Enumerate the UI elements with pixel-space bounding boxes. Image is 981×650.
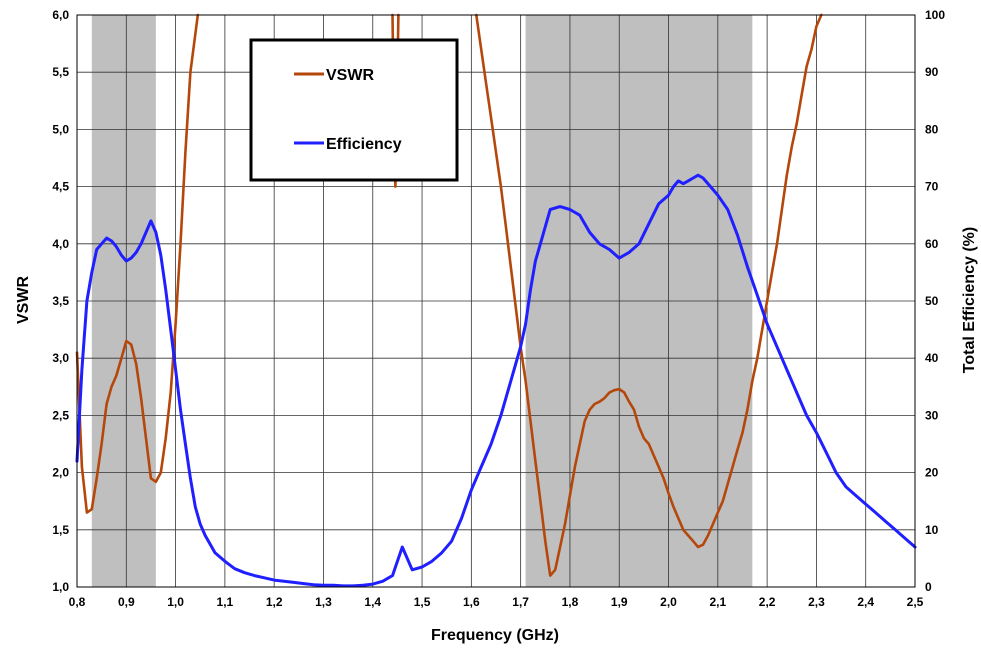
series-line-efficiency-3 xyxy=(75,173,917,588)
y-right-tick-label: 100 xyxy=(925,8,945,22)
y-left-tick-label: 5,0 xyxy=(52,122,69,136)
x-tick-label: 1,2 xyxy=(266,595,283,609)
plot-frame xyxy=(76,14,916,588)
y-right-tick-label: 50 xyxy=(925,294,939,308)
y-right-tick-label: 10 xyxy=(925,523,939,537)
x-axis-title: Frequency (GHz) xyxy=(431,627,559,644)
legend-efficiency-label: Efficiency xyxy=(326,136,402,153)
y-left-tick-label: 5,5 xyxy=(52,65,69,79)
x-tick-label: 0,8 xyxy=(69,595,86,609)
y-left-tick-labels: 1,0 1,5 2,0 2,5 3,0 3,5 4,0 4,5 5,0 5,5 6,0 xyxy=(52,8,69,594)
x-tick-label: 1,0 xyxy=(167,595,184,609)
series-line-vswr-0 xyxy=(75,13,200,514)
y-left-tick-label: 3,5 xyxy=(52,294,69,308)
y-left-axis-title: VSWR xyxy=(15,276,32,324)
y-left-tick-label: 3,0 xyxy=(52,351,69,365)
series-line-vswr-2 xyxy=(474,13,823,577)
legend-box xyxy=(249,38,459,182)
x-tick-labels: 0,8 0,9 1,0 1,1 1,2 1,3 1,4 1,5 1,6 1,7 1,8 1,9 2,0 2… xyxy=(69,595,924,609)
x-tick-label: 1,6 xyxy=(463,595,480,609)
x-tick-label: 2,5 xyxy=(907,595,924,609)
y-right-tick-label: 70 xyxy=(925,180,939,194)
y-right-tick-label: 40 xyxy=(925,351,939,365)
x-tick-label: 1,8 xyxy=(562,595,579,609)
y-right-tick-label: 90 xyxy=(925,65,939,79)
x-tick-label: 1,5 xyxy=(414,595,431,609)
y-right-tick-label: 0 xyxy=(925,580,932,594)
x-tick-label: 2,4 xyxy=(857,595,874,609)
y-right-tick-label: 60 xyxy=(925,237,939,251)
y-left-tick-label: 1,0 xyxy=(52,580,69,594)
x-tick-label: 2,1 xyxy=(709,595,726,609)
y-right-axis-title: Total Efficiency (%) xyxy=(961,227,978,373)
x-tick-label: 1,4 xyxy=(364,595,381,609)
y-left-tick-label: 6,0 xyxy=(52,8,69,22)
y-right-tick-label: 20 xyxy=(925,466,939,480)
y-left-tick-label: 4,5 xyxy=(52,180,69,194)
y-right-tick-label: 30 xyxy=(925,408,939,422)
x-tick-label: 1,7 xyxy=(512,595,529,609)
y-left-tick-label: 2,0 xyxy=(52,466,69,480)
grid xyxy=(76,14,916,588)
y-right-tick-label: 80 xyxy=(925,122,939,136)
y-left-tick-label: 1,5 xyxy=(52,523,69,537)
legend-vswr-label: VSWR xyxy=(326,67,374,84)
x-tick-label: 1,1 xyxy=(217,595,234,609)
y-right-tick-labels: 0 10 20 30 40 50 60 70 80 90 100 xyxy=(925,8,945,594)
y-left-tick-label: 4,0 xyxy=(52,237,69,251)
y-left-tick-label: 2,5 xyxy=(52,408,69,422)
legend: VSWR Efficiency xyxy=(249,38,459,182)
x-tick-label: 0,9 xyxy=(118,595,135,609)
x-tick-label: 1,9 xyxy=(611,595,628,609)
x-tick-label: 2,3 xyxy=(808,595,825,609)
x-tick-label: 1,3 xyxy=(315,595,332,609)
x-tick-label: 2,2 xyxy=(759,595,776,609)
x-tick-label: 2,0 xyxy=(660,595,677,609)
series-group xyxy=(75,13,917,588)
